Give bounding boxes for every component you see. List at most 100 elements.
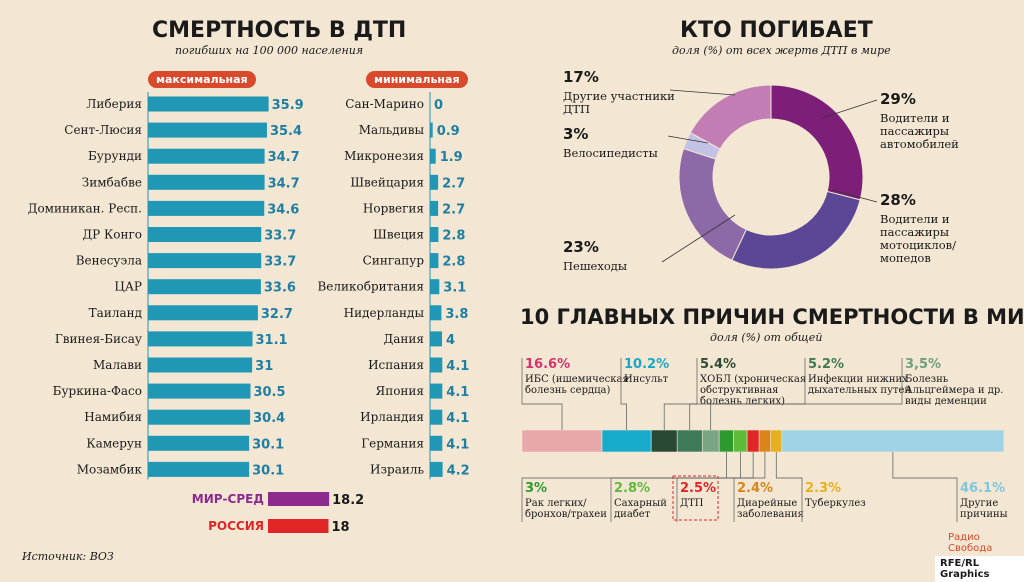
donut-pct-label: 28% (880, 191, 916, 209)
max-country-label: Буркина-Фасо (53, 384, 142, 398)
min-country-label: Ирландия (360, 410, 424, 424)
max-value-label: 35.4 (270, 124, 302, 139)
max-value-label: 31 (255, 359, 273, 374)
cause-segment (771, 430, 782, 452)
max-bar (148, 149, 265, 164)
donut-slice (679, 149, 746, 261)
min-country-label: Швеция (373, 228, 424, 242)
min-value-label: 4.1 (446, 359, 469, 374)
min-country-label: Микронезия (344, 149, 424, 163)
min-country-label: Израиль (370, 462, 424, 476)
max-country-label: Сент-Люсия (64, 123, 142, 137)
max-country-label: Либерия (86, 97, 142, 111)
min-bar (430, 436, 442, 451)
cause-segment (719, 430, 733, 452)
min-value-label: 2.7 (442, 202, 465, 217)
max-country-label: Венесуэла (76, 254, 142, 268)
donut-pct-label: 17% (563, 68, 599, 86)
min-country-label: Дания (384, 332, 424, 346)
max-country-label: ДР Конго (82, 228, 142, 242)
cause-segment (522, 430, 602, 452)
max-bar (148, 305, 258, 320)
max-value-label: 35.9 (272, 98, 304, 113)
max-bar (148, 201, 264, 216)
world-average-bar (268, 492, 329, 506)
cause-segment (602, 430, 651, 452)
min-bar (430, 227, 438, 242)
russia-value: 18 (331, 520, 349, 535)
max-bar (148, 123, 267, 138)
max-country-label: Таиланд (89, 306, 142, 320)
min-bar (430, 149, 436, 164)
max-bar (148, 97, 269, 112)
min-value-label: 2.8 (442, 229, 465, 244)
min-bar (430, 305, 441, 320)
max-bar (148, 436, 249, 451)
max-value-label: 33.7 (264, 229, 296, 244)
max-value-label: 34.7 (268, 150, 300, 165)
cause-pct-label: 46.1% (960, 481, 1005, 496)
max-country-label: Бурунди (88, 149, 142, 163)
max-value-label: 34.7 (268, 176, 300, 191)
min-value-label: 2.8 (442, 255, 465, 270)
max-country-label: Гвинея-Бисау (55, 332, 142, 346)
min-value-label: 3.1 (443, 281, 466, 296)
donut-pct-label: 3% (563, 125, 588, 143)
min-value-label: 4.1 (446, 411, 469, 426)
cause-pct-label: 2.3% (805, 481, 841, 496)
world-average-label: МИР-СРЕД (192, 492, 264, 506)
max-country-label: Намибия (84, 410, 142, 424)
cause-pct-label: 3,5% (905, 357, 941, 372)
min-country-label: Норвегия (363, 201, 424, 215)
max-country-label: ЦАР (114, 280, 142, 294)
cause-pct-label: 10.2% (624, 357, 669, 372)
max-value-label: 34.6 (267, 202, 299, 217)
min-country-label: Нидерланды (344, 306, 425, 320)
min-country-label: Великобритания (317, 280, 424, 294)
min-country-label: Мальдивы (359, 123, 425, 137)
min-value-label: 2.7 (442, 176, 465, 191)
min-value-label: 4.1 (446, 385, 469, 400)
cause-pct-label: 5.4% (700, 357, 736, 372)
cause-pct-label: 16.6% (525, 357, 570, 372)
max-bar (148, 331, 252, 346)
russia-bar (268, 519, 328, 533)
min-value-label: 0.9 (437, 124, 460, 139)
max-bar (148, 279, 261, 294)
min-bar (430, 253, 438, 268)
russia-label: РОССИЯ (208, 519, 264, 533)
cause-leader-line (664, 358, 697, 430)
min-country-label: Сингапур (363, 254, 425, 268)
cause-pct-label: 5.2% (808, 357, 844, 372)
min-bar (430, 175, 438, 190)
donut-pct-label: 29% (880, 90, 916, 108)
max-country-label: Малави (93, 358, 142, 372)
max-value-label: 30.1 (252, 463, 284, 478)
max-bar (148, 384, 250, 399)
max-bar (148, 358, 252, 373)
cause-leader-line (893, 452, 957, 522)
cause-pct-label: 3% (525, 481, 547, 496)
cause-pct-label: 2.4% (737, 481, 773, 496)
min-value-label: 4.2 (447, 463, 470, 478)
min-bar (430, 279, 439, 294)
donut-category-label: Велосипедисты (563, 146, 658, 160)
max-country-label: Доминикан. Респ. (28, 201, 142, 215)
max-value-label: 30.4 (253, 411, 285, 426)
min-value-label: 1.9 (440, 150, 463, 165)
min-value-label: 3.8 (445, 307, 468, 322)
min-bar (430, 123, 433, 138)
min-country-label: Япония (376, 384, 424, 398)
cause-segment (759, 430, 771, 452)
cause-name-label: Рак легких/бронхов/трахеи (525, 498, 607, 520)
cause-name-label: ДТП (680, 498, 704, 509)
max-country-label: Зимбабве (82, 175, 142, 189)
